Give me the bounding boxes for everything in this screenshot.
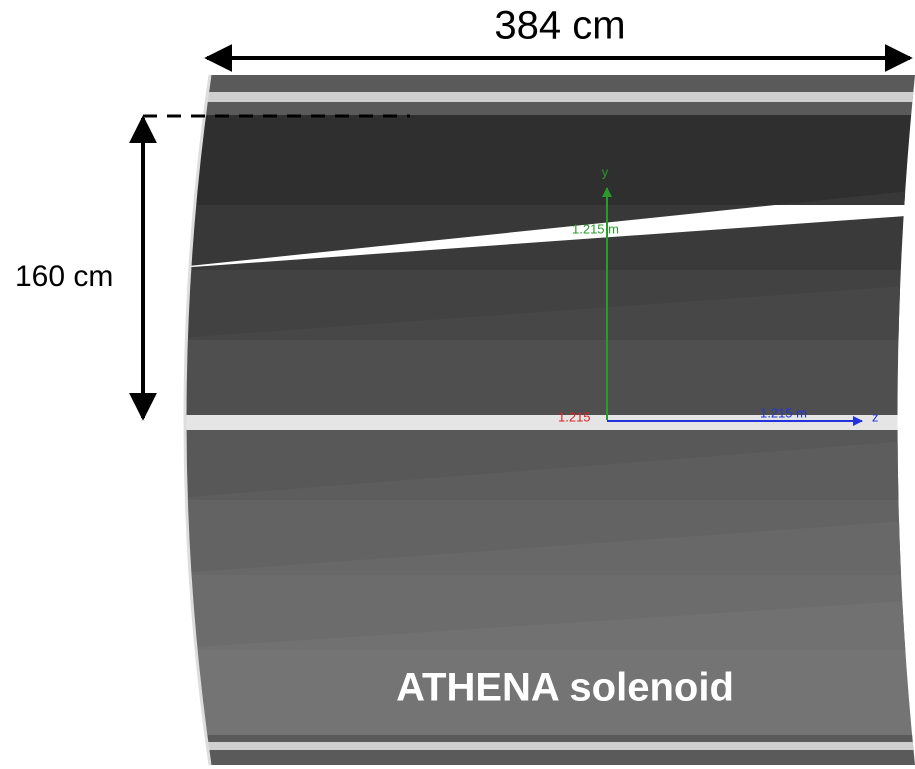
z-axis-label: z [872,409,879,424]
x-scale: 1.215 [558,409,591,424]
length-label: 384 cm [494,4,625,48]
y-scale: 1.215 m [572,221,619,236]
title: ATHENA solenoid [396,666,734,710]
z-scale: 1.215 m [760,405,807,420]
solenoid-edge [183,74,212,766]
radius-label: 160 cm [15,260,113,293]
solenoid-body [185,75,915,765]
y-axis-label: y [602,164,609,179]
